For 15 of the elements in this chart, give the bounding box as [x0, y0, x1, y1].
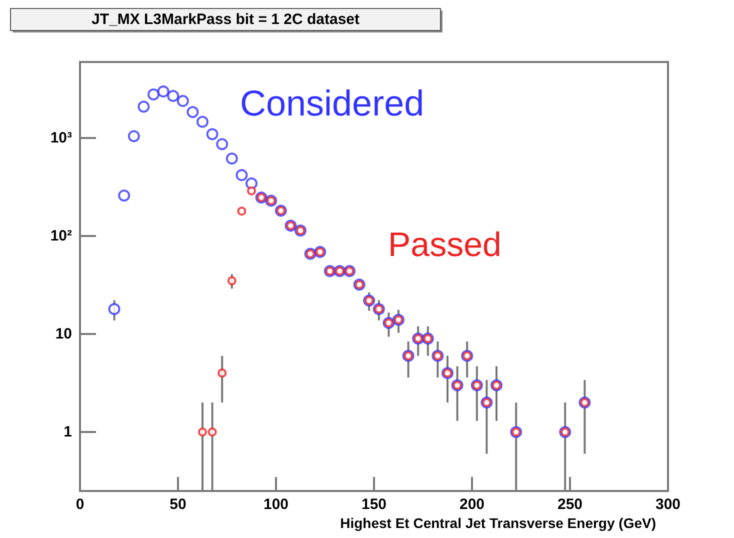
x-tick-label: 300: [655, 496, 681, 513]
series-label: Passed: [388, 226, 502, 264]
series-label: Considered: [240, 82, 424, 124]
chart-title: JT_MX L3MarkPass bit = 1 2C dataset: [91, 11, 360, 28]
y-tick-label: 10²: [50, 228, 72, 245]
y-tick-label: 10³: [50, 130, 72, 147]
x-tick-label: 0: [76, 496, 84, 513]
x-axis-title: Highest Et Central Jet Transverse Energy (GeV): [340, 515, 656, 531]
y-tick-label: 1: [64, 424, 72, 441]
x-tick-label: 100: [263, 496, 289, 513]
x-tick-label: 50: [170, 496, 186, 513]
x-tick-label: 150: [361, 496, 387, 513]
x-tick-label: 250: [557, 496, 583, 513]
x-tick-label: 200: [459, 496, 485, 513]
y-tick-label: 10: [55, 326, 72, 343]
